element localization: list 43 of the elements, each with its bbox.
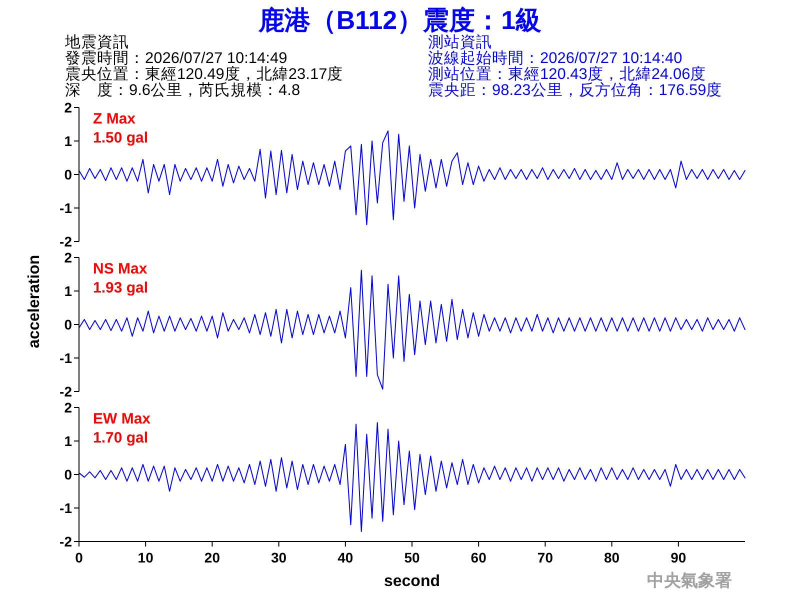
annotation: 1.70 gal [93,430,148,446]
text: 中央氣象署 [647,571,732,591]
y-tick-label: 0 [64,316,72,332]
x-axis-title: second [384,573,440,590]
y-tick-label: -2 [60,234,72,250]
text: 波線起始時間：2026/07/27 10:14:40 [428,49,683,67]
y-tick-label: 2 [64,100,72,116]
chart-title: 鹿港（B112）震度：1級 [257,5,542,35]
text: 震央位置：東經120.49度，北緯23.17度 [65,65,344,83]
x-tick-label: 80 [604,550,620,566]
y-tick-label: 0 [64,166,72,182]
y-tick-label: 1 [64,283,72,299]
text: 深 度：9.6公里，芮氏規模：4.8 [65,81,300,99]
text: 測站資訊 [428,33,492,51]
annotation: EW Max [93,410,152,428]
x-tick-label: 50 [404,550,420,566]
x-tick-label: 20 [204,550,220,566]
x-tick-label: 40 [338,550,354,566]
y-tick-label: 1 [64,433,72,449]
y-tick-label: 0 [64,466,72,482]
y-tick-label: -2 [60,384,72,400]
x-tick-label: 0 [75,550,84,566]
x-tick-label: 70 [537,550,554,566]
text: 發震時間：2026/07/27 10:14:49 [65,49,288,67]
y-tick-label: -2 [60,534,72,550]
annotation: NS Max [93,260,148,278]
y-tick-label: 2 [64,400,72,416]
x-tick-label: 10 [138,550,154,566]
text: 測站位置：東經120.43度，北緯24.06度 [428,65,706,83]
annotation: 1.50 gal [93,130,148,146]
y-tick-label: -1 [60,350,72,366]
y-axis-title: acceleration [26,254,43,348]
x-tick-label: 60 [470,550,487,566]
text: 震央距：98.23公里，反方位角：176.59度 [428,81,722,99]
x-tick-label: 30 [271,550,287,566]
y-tick-label: 2 [64,250,72,266]
text: 地震資訊 [64,33,129,51]
y-tick-label: 1 [64,133,72,149]
y-tick-label: -1 [60,500,72,516]
x-tick-label: 90 [670,550,686,566]
annotation: 1.93 gal [93,280,148,296]
y-tick-label: -1 [60,200,72,216]
annotation: Z Max [93,110,136,128]
